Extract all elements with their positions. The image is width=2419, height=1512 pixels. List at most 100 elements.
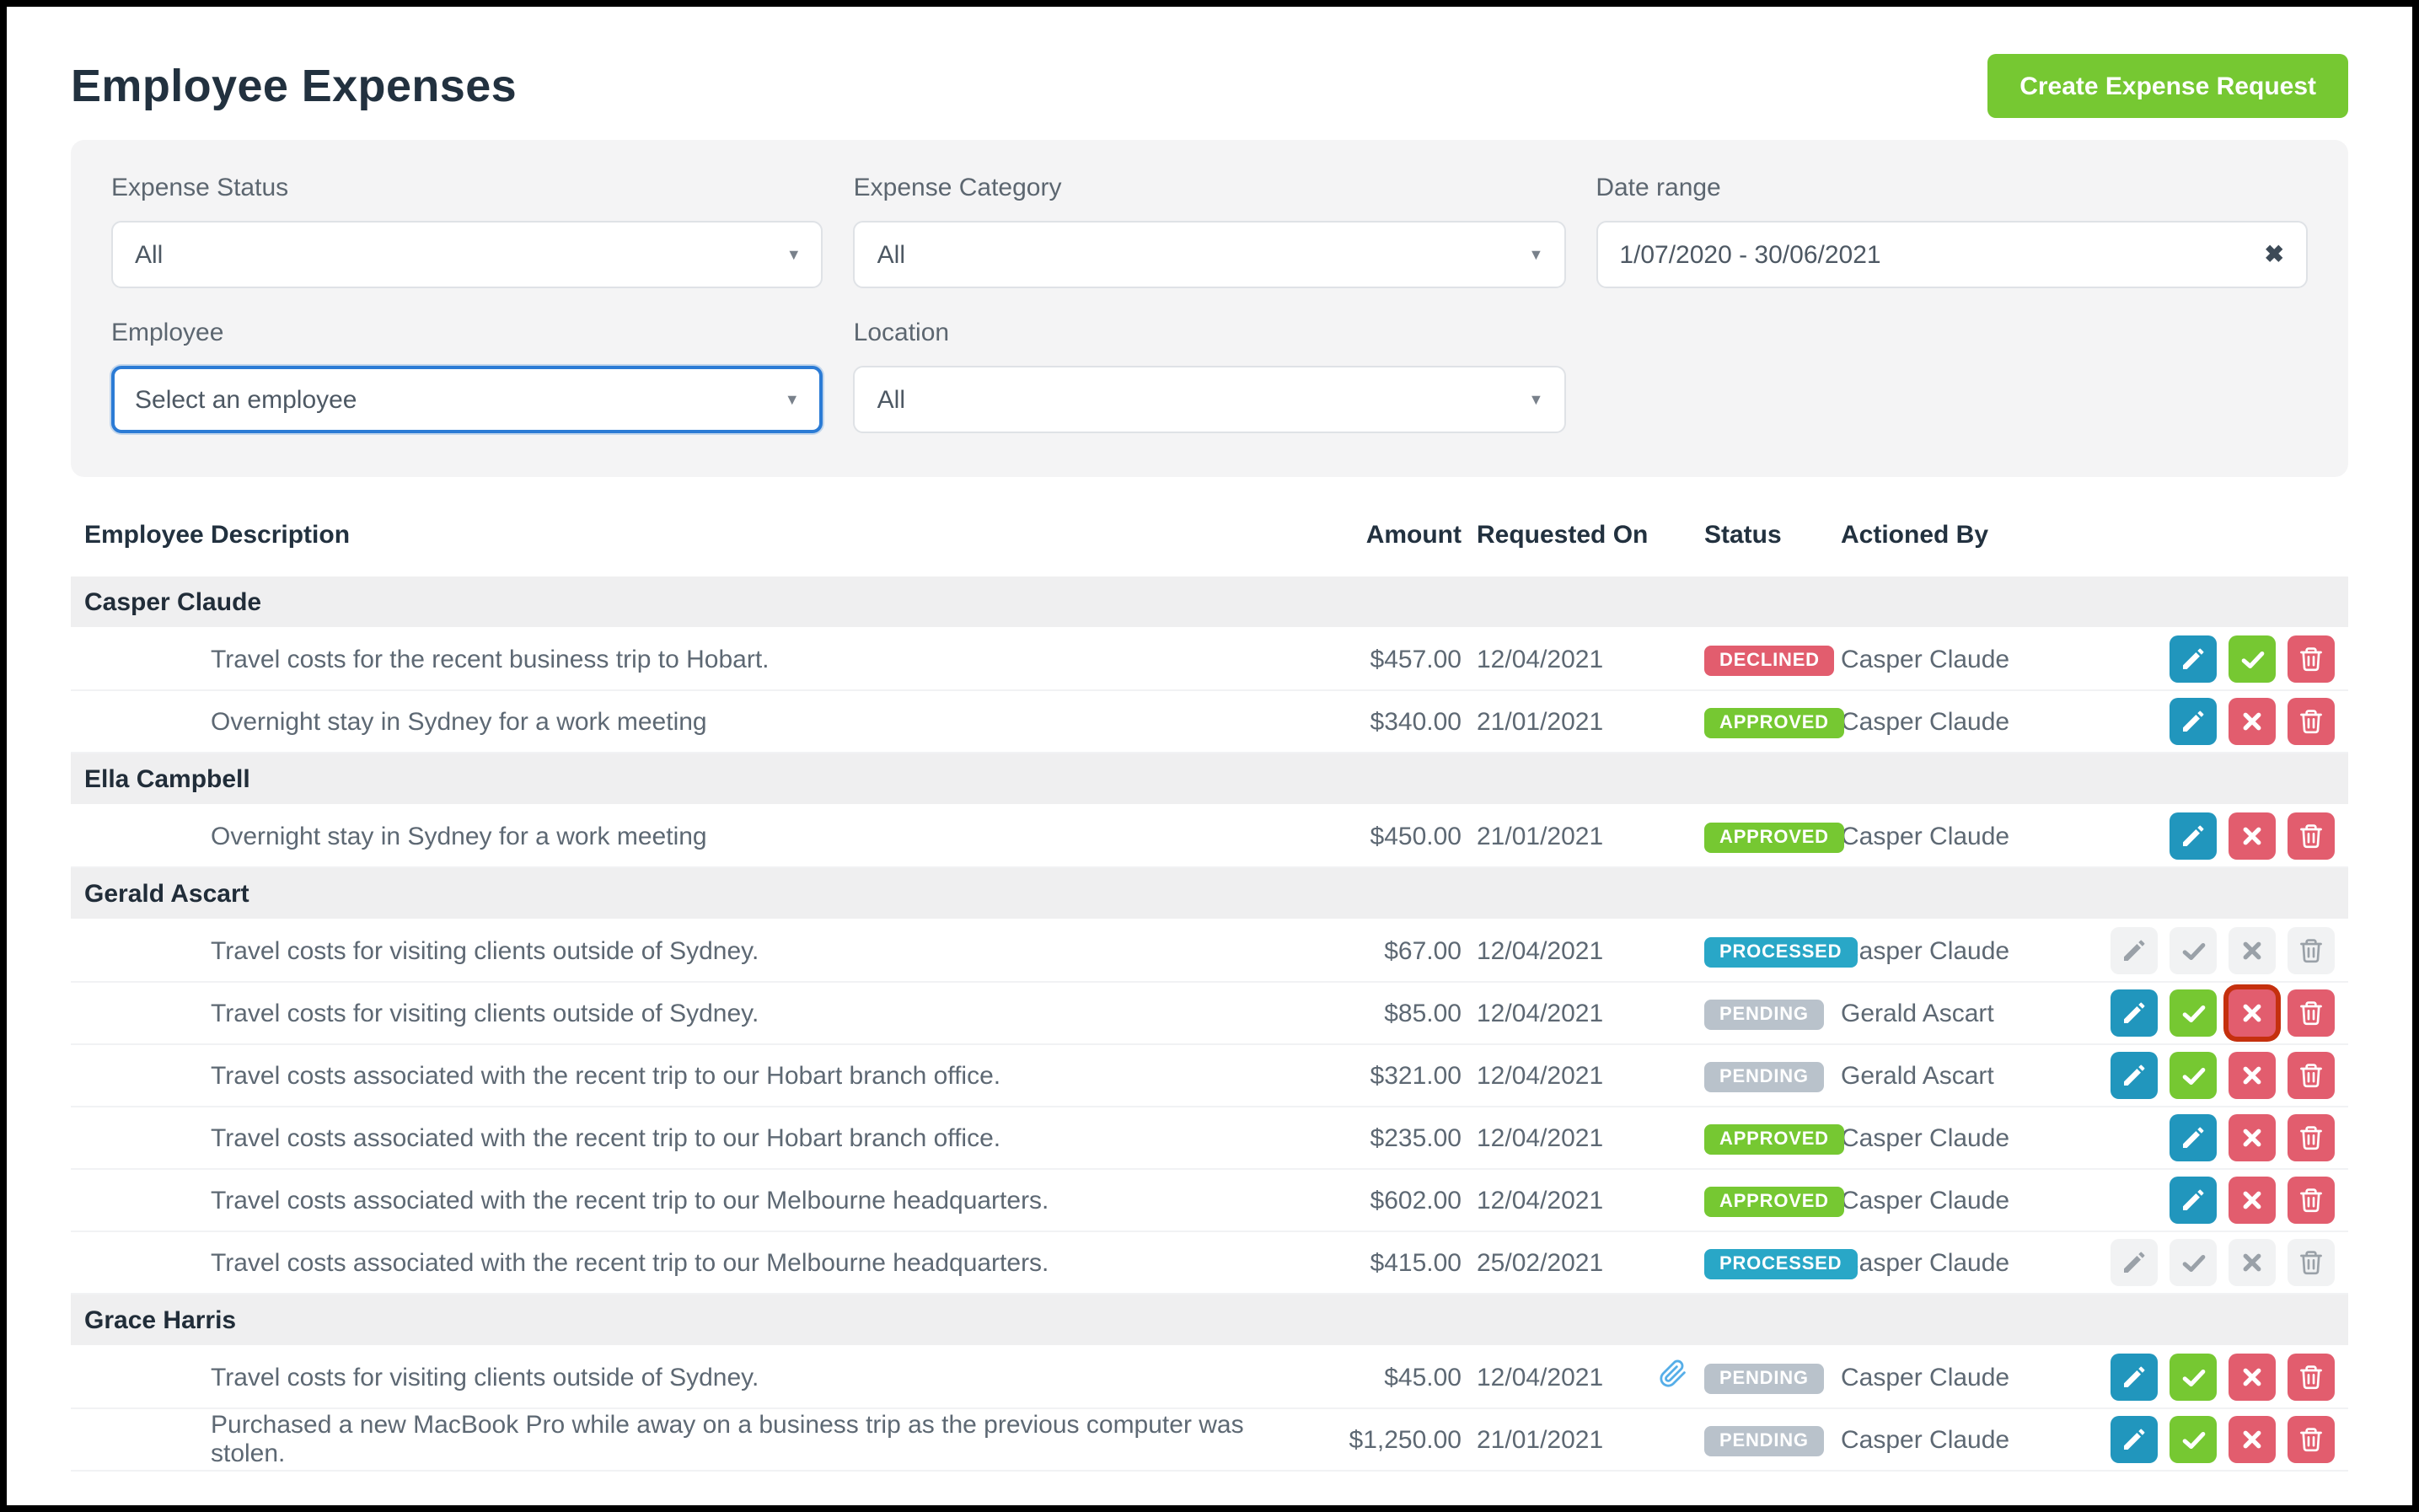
x-icon xyxy=(2240,1188,2264,1212)
trash-icon xyxy=(2298,1364,2325,1391)
employee-label: Employee xyxy=(111,319,224,347)
pencil-icon xyxy=(2121,1062,2148,1089)
edit-button[interactable] xyxy=(2170,698,2217,745)
approve-button[interactable] xyxy=(2229,635,2276,683)
decline-button[interactable] xyxy=(2229,1177,2276,1224)
approve-button[interactable] xyxy=(2170,989,2217,1037)
decline-button[interactable] xyxy=(2229,1416,2276,1463)
create-expense-request-button[interactable]: Create Expense Request xyxy=(1987,54,2348,118)
delete-button[interactable] xyxy=(2288,698,2335,745)
x-icon xyxy=(2240,1251,2264,1274)
edit-button xyxy=(2111,1239,2158,1286)
actioned-by: Casper Claude xyxy=(1841,822,2010,850)
expense-description: Travel costs associated with the recent … xyxy=(211,1123,1001,1152)
edit-button[interactable] xyxy=(2111,989,2158,1037)
pencil-icon xyxy=(2121,1364,2148,1391)
edit-button[interactable] xyxy=(2111,1354,2158,1401)
requested-on-date: 12/04/2021 xyxy=(1477,1363,1604,1391)
delete-button[interactable] xyxy=(2288,1114,2335,1161)
edit-button[interactable] xyxy=(2170,812,2217,860)
location-select[interactable]: All ▼ xyxy=(853,366,1566,433)
employee-select[interactable]: Select an employee ▼ xyxy=(111,366,823,433)
edit-button[interactable] xyxy=(2111,1052,2158,1099)
column-header-description: Description xyxy=(211,521,351,550)
expense-status-select[interactable]: All ▼ xyxy=(111,221,823,288)
delete-button[interactable] xyxy=(2288,1177,2335,1224)
delete-button[interactable] xyxy=(2288,635,2335,683)
status-badge: PENDING xyxy=(1704,1425,1824,1456)
edit-button[interactable] xyxy=(2170,1177,2217,1224)
x-icon xyxy=(2240,939,2264,962)
requested-on-date: 12/04/2021 xyxy=(1477,936,1604,965)
chevron-down-icon: ▼ xyxy=(1528,246,1544,263)
employee-group-header: Casper Claude xyxy=(71,576,2348,629)
table-row: Travel costs for visiting clients outsid… xyxy=(71,983,2348,1045)
employee-value: Select an employee xyxy=(135,385,357,414)
x-icon xyxy=(2240,1126,2264,1150)
delete-button[interactable] xyxy=(2288,1416,2335,1463)
edit-button[interactable] xyxy=(2170,635,2217,683)
trash-icon xyxy=(2298,1124,2325,1151)
expense-amount: $450.00 xyxy=(1370,822,1462,850)
pencil-icon xyxy=(2121,1426,2148,1453)
decline-button xyxy=(2229,927,2276,974)
delete-button[interactable] xyxy=(2288,989,2335,1037)
actioned-by: Casper Claude xyxy=(1841,1248,2010,1277)
employee-group-header: Grace Harris xyxy=(71,1295,2348,1347)
approve-button[interactable] xyxy=(2170,1416,2217,1463)
column-header-actioned-by: Actioned By xyxy=(1841,521,1989,550)
requested-on-date: 12/04/2021 xyxy=(1477,999,1604,1027)
expense-category-select[interactable]: All ▼ xyxy=(853,221,1566,288)
column-header-amount: Amount xyxy=(1365,521,1462,550)
decline-button[interactable] xyxy=(2229,1354,2276,1401)
trash-icon xyxy=(2298,708,2325,735)
decline-button[interactable] xyxy=(2229,698,2276,745)
requested-on-date: 12/04/2021 xyxy=(1477,1061,1604,1090)
requested-on-date: 21/01/2021 xyxy=(1477,822,1604,850)
decline-button-focused[interactable] xyxy=(2229,989,2276,1037)
edit-button[interactable] xyxy=(2170,1114,2217,1161)
requested-on-date: 12/04/2021 xyxy=(1477,1186,1604,1214)
status-badge: APPROVED xyxy=(1704,822,1844,852)
approve-button[interactable] xyxy=(2170,1052,2217,1099)
expense-amount: $85.00 xyxy=(1384,999,1462,1027)
clear-date-range-icon[interactable]: ✖ xyxy=(2264,240,2284,267)
actioned-by: Casper Claude xyxy=(1841,1425,2010,1454)
table-row: Travel costs associated with the recent … xyxy=(71,1045,2348,1107)
column-header-requested-on: Requested On xyxy=(1477,521,1649,550)
actioned-by: Casper Claude xyxy=(1841,707,2010,736)
expense-description: Overnight stay in Sydney for a work meet… xyxy=(211,822,707,850)
decline-button xyxy=(2229,1239,2276,1286)
filter-expense-category: Expense Category All ▼ xyxy=(853,174,1566,288)
expense-status-value: All xyxy=(135,240,164,269)
filter-employee: Employee Select an employee ▼ xyxy=(111,319,823,433)
expense-status-label: Expense Status xyxy=(111,174,289,202)
expense-amount: $67.00 xyxy=(1384,936,1462,965)
chevron-down-icon: ▼ xyxy=(1528,391,1544,408)
date-range-input[interactable]: 1/07/2020 - 30/06/2021 ✖ xyxy=(1596,221,2308,288)
filter-date-range: Date range 1/07/2020 - 30/06/2021 ✖ xyxy=(1596,174,2308,288)
decline-button[interactable] xyxy=(2229,1114,2276,1161)
edit-button[interactable] xyxy=(2111,1416,2158,1463)
approve-button[interactable] xyxy=(2170,1354,2217,1401)
decline-button[interactable] xyxy=(2229,1052,2276,1099)
check-icon xyxy=(2180,1063,2206,1088)
actioned-by: Gerald Ascart xyxy=(1841,1061,1994,1090)
x-icon xyxy=(2240,1001,2264,1025)
actioned-by: Casper Claude xyxy=(1841,645,2010,673)
expense-amount: $602.00 xyxy=(1370,1186,1462,1214)
column-header-employee: Employee xyxy=(84,521,204,550)
x-icon xyxy=(2240,1064,2264,1087)
chevron-down-icon: ▼ xyxy=(786,246,802,263)
delete-button[interactable] xyxy=(2288,812,2335,860)
delete-button xyxy=(2288,927,2335,974)
employee-group-header: Ella Campbell xyxy=(71,753,2348,806)
check-icon xyxy=(2239,646,2265,672)
chevron-down-icon: ▼ xyxy=(784,391,800,408)
expenses-table: Employee Description Amount Requested On… xyxy=(71,521,2348,1472)
delete-button[interactable] xyxy=(2288,1052,2335,1099)
pencil-icon xyxy=(2121,1249,2148,1276)
decline-button[interactable] xyxy=(2229,812,2276,860)
status-badge: APPROVED xyxy=(1704,1186,1844,1216)
delete-button[interactable] xyxy=(2288,1354,2335,1401)
